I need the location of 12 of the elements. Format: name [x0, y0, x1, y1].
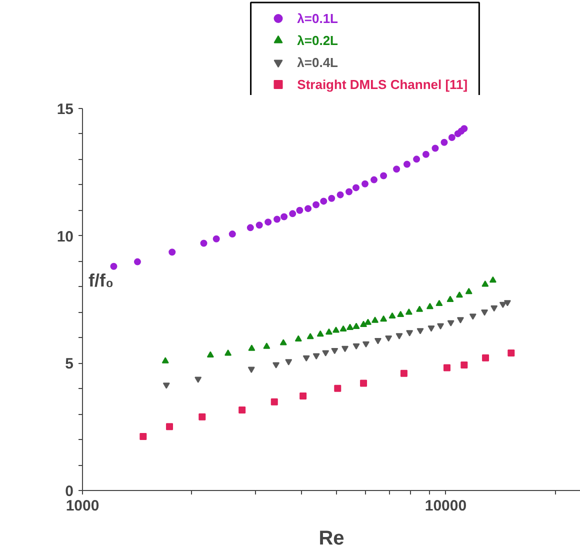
x-tick-label: 1000	[66, 498, 100, 514]
legend-label: λ=0.2L	[297, 33, 338, 48]
y-tick-label: 0	[65, 483, 74, 500]
y-tick-label: 10	[56, 228, 74, 246]
y-axis-title: f/f₀	[88, 270, 114, 290]
legend-label: Straight DMLS Channel [11]	[297, 77, 468, 92]
y-tick-label: 15	[56, 101, 74, 118]
legend-label: λ=0.4L	[297, 55, 338, 70]
y-tick-label: 5	[65, 356, 74, 373]
x-axis-title: Re	[318, 528, 344, 550]
legend-label: λ=0.1L	[297, 11, 338, 26]
x-tick-label: 10000	[424, 498, 467, 514]
